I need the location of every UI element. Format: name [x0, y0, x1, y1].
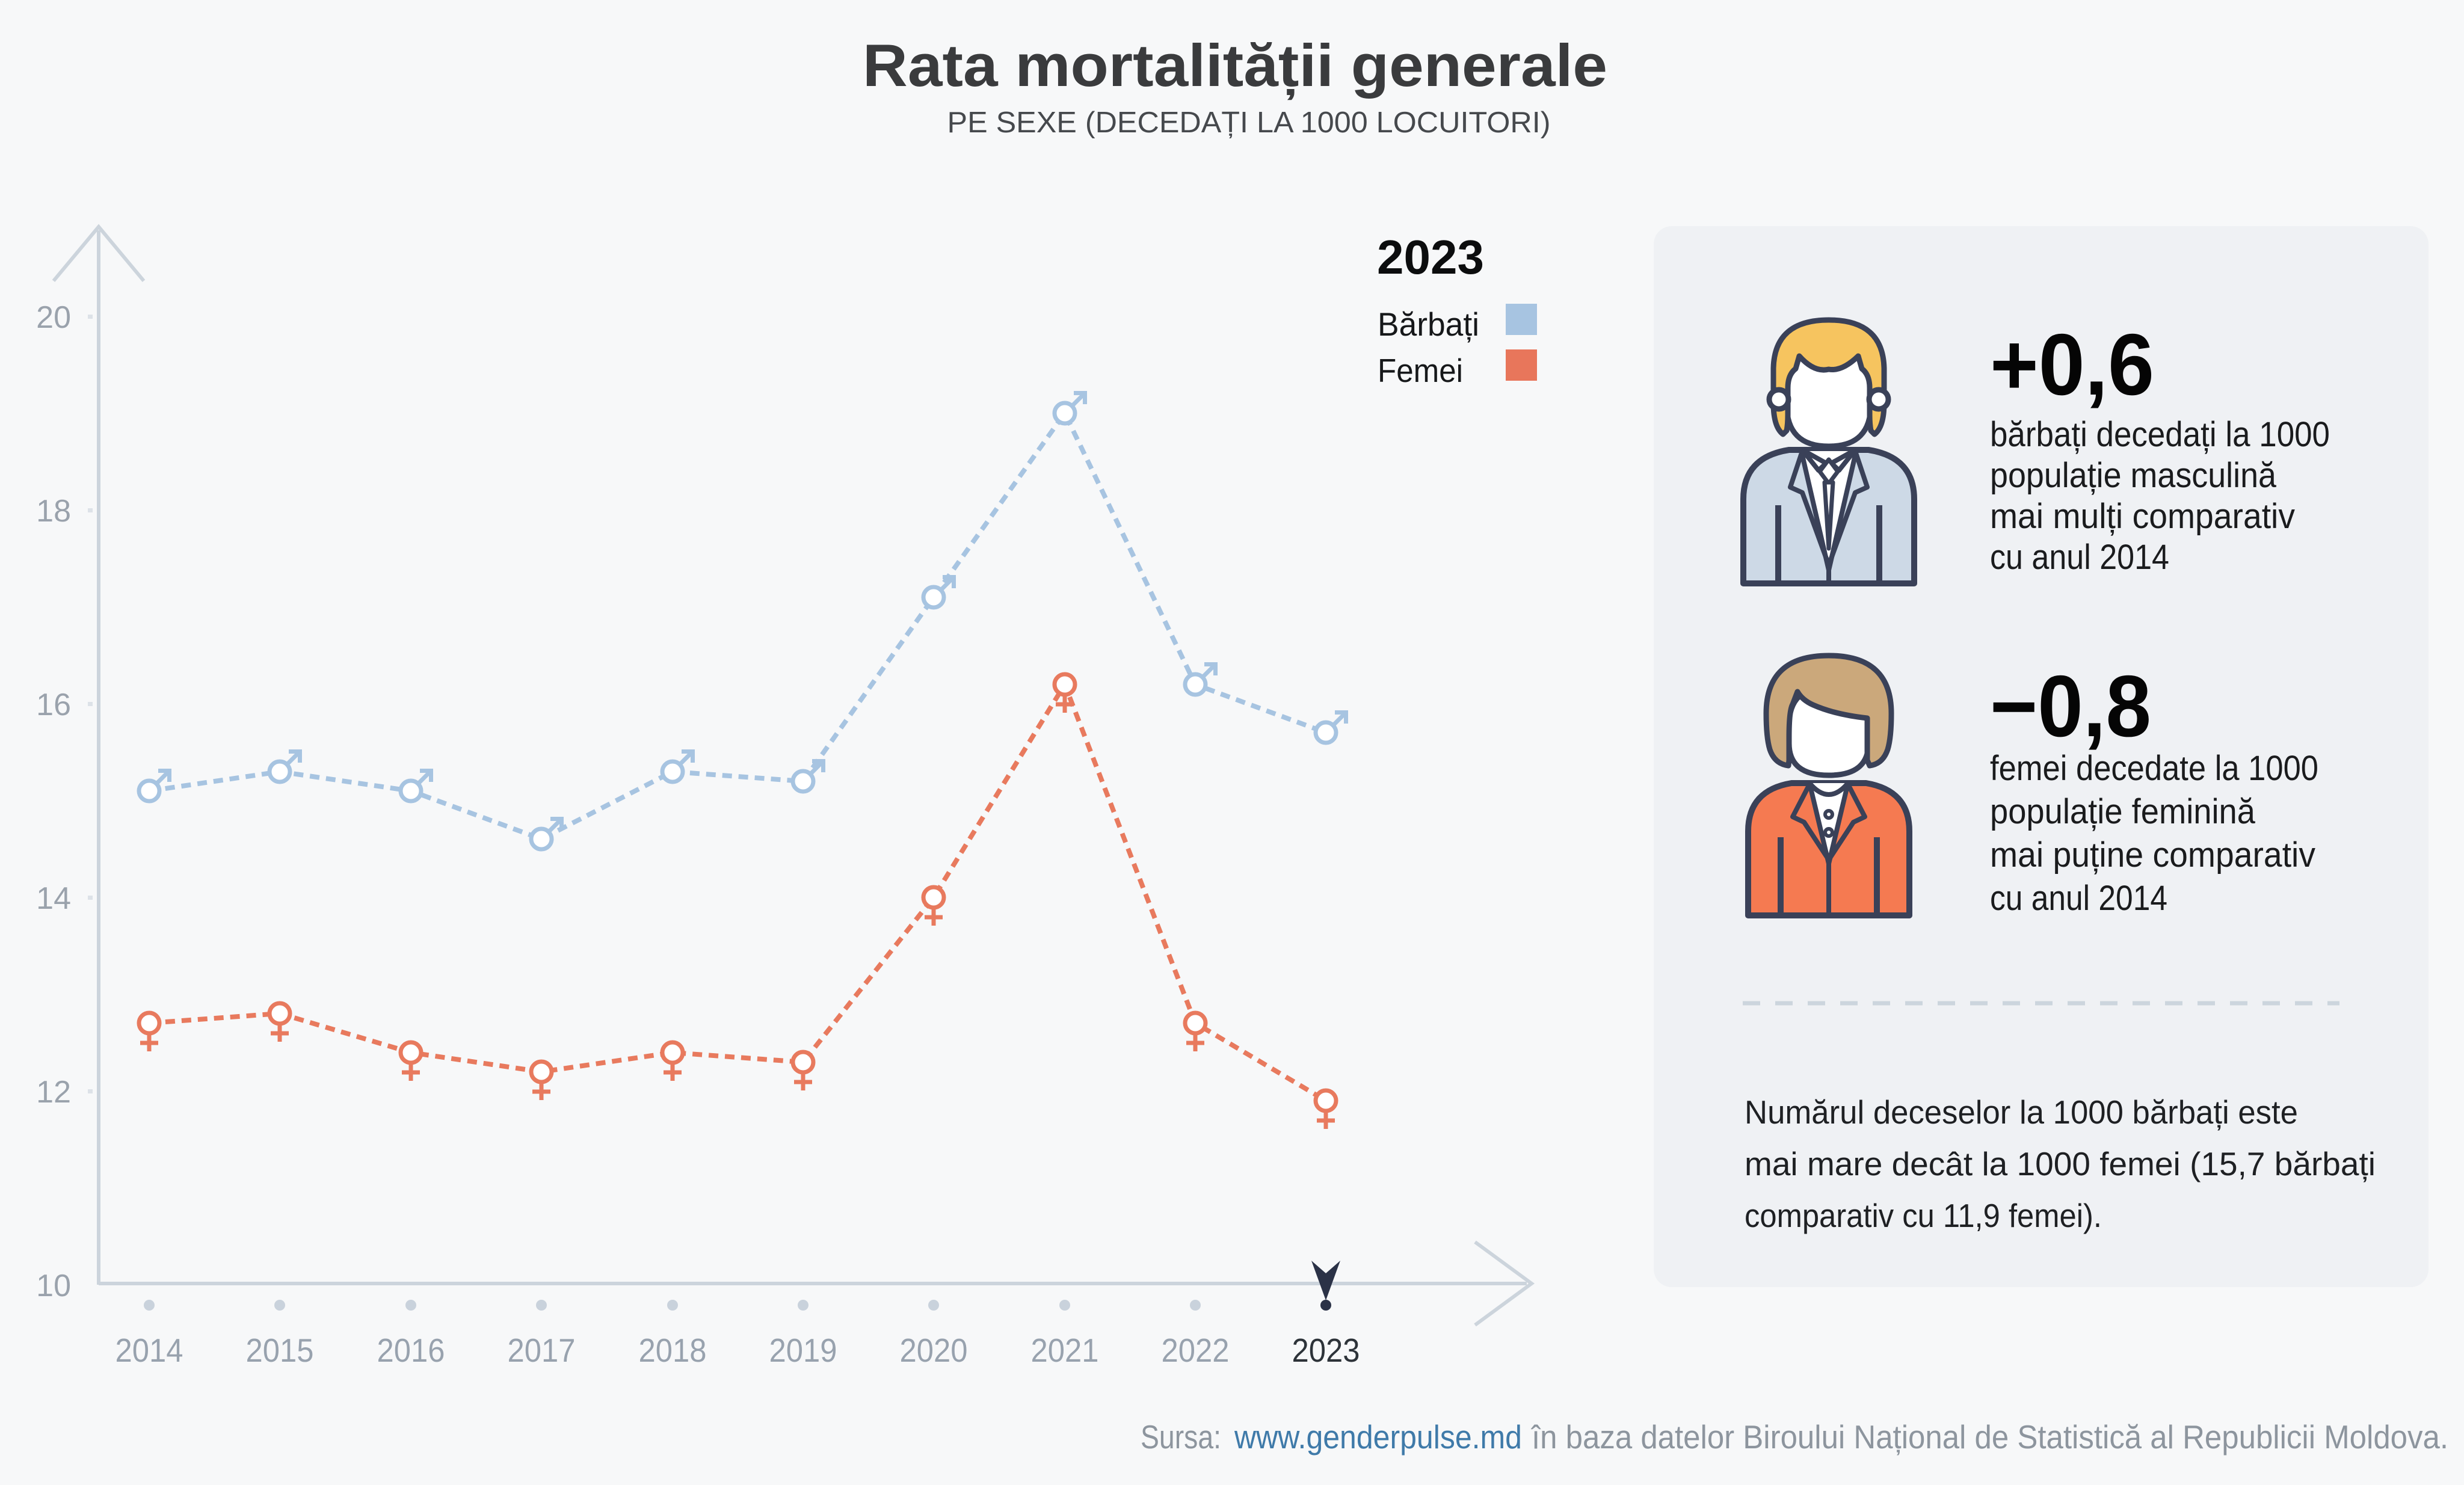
svg-text:mai mare decât la 1000 femei (: mai mare decât la 1000 femei (15,7 bărba…: [1745, 1145, 2376, 1182]
svg-text:femei decedate la 1000: femei decedate la 1000: [1990, 749, 2318, 788]
svg-text:+0,6: +0,6: [1990, 316, 2154, 413]
svg-text:2014: 2014: [116, 1332, 183, 1369]
svg-text:2022: 2022: [1162, 1332, 1230, 1369]
svg-text:2017: 2017: [508, 1332, 576, 1369]
svg-text:Sursa:: Sursa:: [1141, 1418, 1221, 1456]
svg-text:18: 18: [36, 494, 71, 529]
svg-text:2018: 2018: [639, 1332, 707, 1369]
svg-text:2019: 2019: [769, 1332, 837, 1369]
svg-text:14: 14: [36, 881, 71, 916]
svg-text:cu anul 2014: cu anul 2014: [1990, 538, 2169, 577]
svg-text:2023: 2023: [1377, 230, 1484, 284]
svg-text:Numărul deceselor la 1000 bărb: Numărul deceselor la 1000 bărbați este: [1745, 1093, 2298, 1131]
svg-text:20: 20: [36, 300, 71, 335]
svg-text:cu anul 2014: cu anul 2014: [1990, 879, 2167, 918]
svg-text:−0,8: −0,8: [1990, 657, 2151, 755]
svg-text:comparativ cu 11,9 femei).: comparativ cu 11,9 femei).: [1745, 1197, 2102, 1234]
svg-text:mai mulți comparativ: mai mulți comparativ: [1990, 497, 2295, 536]
svg-text:PE SEXE (DECEDAȚI LA 1000 LOCU: PE SEXE (DECEDAȚI LA 1000 LOCUITORI): [947, 106, 1551, 139]
svg-text:2015: 2015: [246, 1332, 314, 1369]
svg-text:2021: 2021: [1031, 1332, 1099, 1369]
svg-text:populație masculină: populație masculină: [1990, 456, 2277, 495]
svg-text:populație feminină: populație feminină: [1990, 792, 2256, 831]
svg-text:bărbați decedați la 1000: bărbați decedați la 1000: [1990, 415, 2330, 454]
svg-text:mai puține comparativ: mai puține comparativ: [1990, 835, 2315, 875]
svg-text:Femei: Femei: [1378, 352, 1463, 389]
svg-text:2023: 2023: [1292, 1332, 1360, 1369]
svg-text:în baza datelor Biroului Națio: în baza datelor Biroului Național de Sta…: [1530, 1418, 2448, 1456]
svg-text:Rata mortalității generale: Rata mortalității generale: [863, 32, 1607, 100]
svg-text:2016: 2016: [377, 1332, 445, 1369]
svg-text:Bărbați: Bărbați: [1378, 306, 1479, 343]
svg-text:2020: 2020: [900, 1332, 968, 1369]
svg-text:16: 16: [36, 687, 71, 722]
svg-text:12: 12: [36, 1075, 71, 1110]
svg-text:www.genderpulse.md: www.genderpulse.md: [1234, 1418, 1522, 1456]
svg-text:10: 10: [36, 1268, 71, 1303]
